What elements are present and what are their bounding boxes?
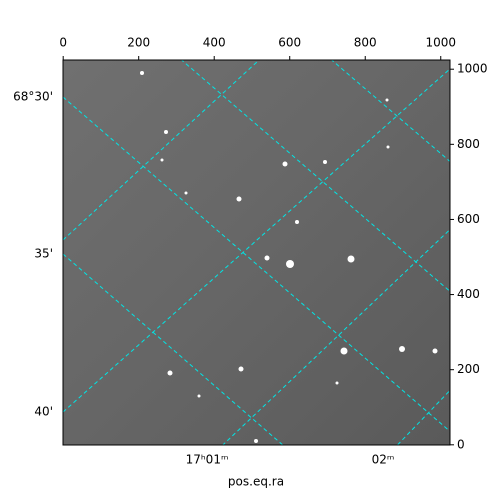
y-tick-label: 1000 bbox=[457, 62, 488, 76]
ra-tick-label: 17ʰ01ᵐ bbox=[186, 453, 229, 467]
x-axis-label: pos.eq.ra bbox=[228, 475, 284, 489]
wcs-grid bbox=[63, 60, 450, 445]
x-tick-label: 400 bbox=[203, 36, 226, 50]
stars bbox=[140, 71, 438, 443]
dec-tick-label: 40' bbox=[34, 405, 53, 419]
image bbox=[63, 60, 450, 445]
y-tick-label: 400 bbox=[457, 287, 480, 301]
x-tick-label: 0 bbox=[59, 36, 67, 50]
dec-tick-label: 35' bbox=[34, 247, 53, 261]
x-tick-label: 800 bbox=[354, 36, 377, 50]
y-tick-label: 0 bbox=[457, 437, 465, 451]
x-tick-label: 1000 bbox=[425, 36, 456, 50]
y-tick-label: 600 bbox=[457, 212, 480, 226]
frame bbox=[62, 59, 451, 446]
x-tick-label: 200 bbox=[127, 36, 150, 50]
y-tick-label: 200 bbox=[457, 362, 480, 376]
dec-tick-label: 68°30' bbox=[13, 90, 53, 104]
y-tick-label: 800 bbox=[457, 137, 480, 151]
x-tick-label: 600 bbox=[278, 36, 301, 50]
ra-tick-label: 02ᵐ bbox=[372, 453, 395, 467]
